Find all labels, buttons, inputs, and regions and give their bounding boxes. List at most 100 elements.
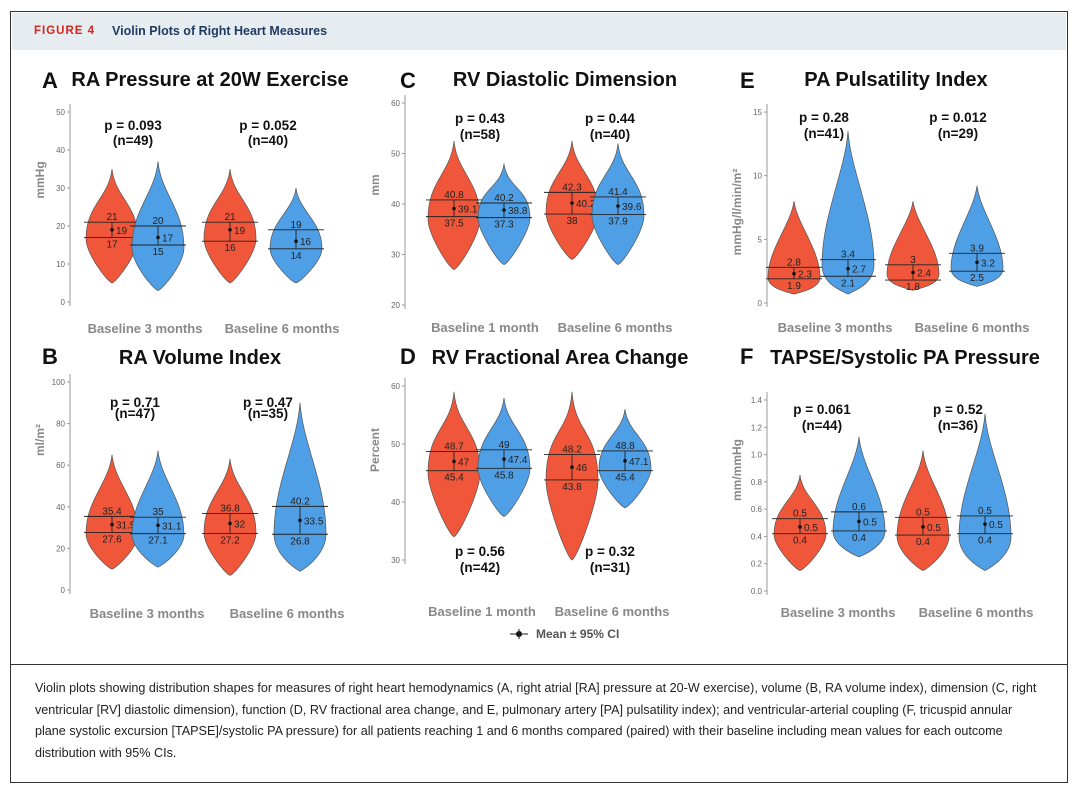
panel-c-y-label: mm: [368, 174, 382, 195]
panel-a-mean-label: 17: [162, 233, 174, 244]
panel-c-title: RV Diastolic Dimension: [453, 69, 677, 91]
panel-f-category-label: Baseline 3 months: [781, 605, 896, 620]
panel-e-violin-baseline: [886, 201, 940, 291]
panel-f-p-value: p = 0.061: [793, 402, 851, 417]
panel-a-y-tick-label: 30: [56, 184, 65, 193]
panel-d-ci-lower-label: 45.4: [444, 473, 464, 484]
panel-b-mean-dot: [156, 523, 160, 528]
panel-d-y-tick-label: 60: [391, 382, 400, 391]
panel-f-mean-label: 0.5: [804, 523, 818, 534]
panel-e-y-tick-label: 15: [753, 108, 762, 117]
panel-d-ci-upper-label: 48.2: [562, 444, 582, 455]
panel-f-mean-dot: [798, 525, 802, 529]
panel-b-violin-followup: [131, 450, 185, 568]
panel-e-mean-label: 2.3: [798, 270, 812, 281]
panel-d-y-label: Percent: [368, 428, 382, 472]
panel-f-mean-label: 0.5: [989, 520, 1003, 531]
panel-c-mean-dot: [570, 201, 574, 205]
panel-d-letter: D: [400, 344, 416, 369]
panel-d-y-tick-label: 30: [391, 556, 400, 565]
panel-f-ci-lower-label: 0.4: [852, 533, 866, 544]
panel-a-ci-upper-label: 19: [290, 220, 302, 231]
panel-c-y-tick-label: 60: [391, 99, 400, 108]
panel-d-ci-lower-label: 43.8: [562, 482, 582, 493]
panel-d-mean-dot: [452, 459, 456, 464]
panel-e-letter: E: [740, 68, 755, 93]
panel-c-y-tick-label: 20: [391, 301, 400, 310]
panel-f-ci-upper-label: 0.6: [852, 502, 866, 513]
panel-a-mean-dot: [156, 235, 160, 240]
panel-d-title: RV Fractional Area Change: [432, 347, 689, 369]
panel-c-p-value: p = 0.43: [455, 111, 505, 126]
panel-e-y-tick-label: 5: [758, 235, 763, 244]
panel-e-mean-dot: [846, 266, 850, 271]
panel-c-ci-lower-label: 38: [566, 216, 578, 227]
panel-d-ci-lower-label: 45.4: [615, 473, 635, 484]
panel-d-ci-upper-label: 48.7: [444, 442, 464, 453]
panel-e-ci-lower-label: 2.5: [970, 273, 984, 284]
panel-e-violin-baseline: [767, 201, 821, 295]
figure-frame: FIGURE 4 Violin Plots of Right Heart Mea…: [10, 11, 1068, 783]
panel-c-letter: C: [400, 68, 416, 93]
panel-b-category-label: Baseline 6 months: [230, 606, 345, 621]
panel-e-n-count: (n=41): [804, 126, 844, 141]
panel-d-mean-dot: [502, 457, 506, 461]
panel-c-p-value: p = 0.44: [585, 111, 635, 126]
panel-e-violin-followup: [950, 185, 1004, 287]
panel-b-ci-lower-label: 27.2: [220, 535, 240, 546]
panel-a-p-value: p = 0.093: [104, 118, 162, 133]
panel-c-category-label: Baseline 6 months: [558, 320, 673, 335]
panel-c-ci-upper-label: 42.3: [562, 182, 582, 193]
panel-f-violin-baseline: [896, 450, 950, 571]
panel-f-ci-upper-label: 0.5: [978, 506, 992, 517]
panel-b-y-tick-label: 80: [56, 420, 65, 429]
panel-f-y-tick-label: 1.2: [751, 423, 763, 432]
panel-c-mean-label: 39.1: [458, 205, 478, 216]
panel-a-ci-upper-label: 20: [152, 216, 164, 227]
panel-a-category-label: Baseline 6 months: [225, 321, 340, 336]
panel-f-n-count: (n=44): [802, 418, 842, 433]
panel-c-mean-label: 40.2: [576, 199, 596, 210]
caption-divider: [11, 664, 1067, 665]
panel-a-mean-label: 19: [234, 226, 246, 237]
panel-c-n-count: (n=58): [460, 127, 500, 142]
panel-b-y-label: ml/m²: [33, 424, 47, 456]
panel-e-mean-dot: [792, 271, 796, 276]
panel-b-mean-label: 32: [234, 519, 246, 530]
panel-c-category-label: Baseline 1 month: [431, 320, 539, 335]
panel-e-category-label: Baseline 6 months: [915, 320, 1030, 335]
panel-a-ci-upper-label: 21: [224, 212, 236, 223]
panel-a-ci-lower-label: 15: [152, 247, 164, 258]
panel-e-p-value: p = 0.28: [799, 110, 849, 125]
panel-a-y-tick-label: 0: [61, 298, 66, 307]
panel-e-ci-lower-label: 1.8: [906, 282, 920, 293]
panel-e-mean-label: 2.4: [917, 268, 931, 279]
panel-c-y-tick-label: 40: [391, 200, 400, 209]
panel-c-mean-label: 39.6: [622, 202, 642, 213]
panel-f-title: TAPSE/Systolic PA Pressure: [770, 347, 1040, 369]
panel-f-ci-lower-label: 0.4: [793, 536, 807, 547]
panel-b-p-value: p = 0.47: [243, 395, 293, 410]
panel-c-ci-lower-label: 37.9: [608, 217, 628, 228]
panel-a-category-label: Baseline 3 months: [88, 321, 203, 336]
panel-f-category-label: Baseline 6 months: [919, 605, 1034, 620]
panel-a-ci-lower-label: 16: [224, 243, 236, 254]
panel-c-ci-upper-label: 41.4: [608, 187, 628, 198]
panel-b-ci-lower-label: 27.1: [148, 536, 168, 547]
panel-e-mean-label: 3.2: [981, 258, 995, 269]
panel-b-ci-upper-label: 35: [152, 507, 164, 518]
panel-f-y-label: mm/mmHg: [730, 439, 744, 501]
panel-b-ci-upper-label: 35.4: [102, 506, 122, 517]
panel-b-letter: B: [42, 344, 58, 369]
panel-a-y-tick-label: 10: [56, 260, 65, 269]
panel-b-ci-lower-label: 27.6: [102, 535, 122, 546]
panel-f-mean-dot: [921, 525, 925, 529]
panel-e-p-value: p = 0.012: [929, 110, 986, 125]
panel-e-ci-upper-label: 3: [910, 255, 916, 266]
panel-e-title: PA Pulsatility Index: [804, 69, 987, 91]
panel-f-mean-label: 0.5: [863, 517, 877, 528]
panel-c-ci-lower-label: 37.5: [444, 219, 464, 230]
panel-a-y-tick-label: 40: [56, 146, 65, 155]
panel-d-y-tick-label: 40: [391, 498, 400, 507]
panel-b-mean-dot: [110, 522, 114, 527]
